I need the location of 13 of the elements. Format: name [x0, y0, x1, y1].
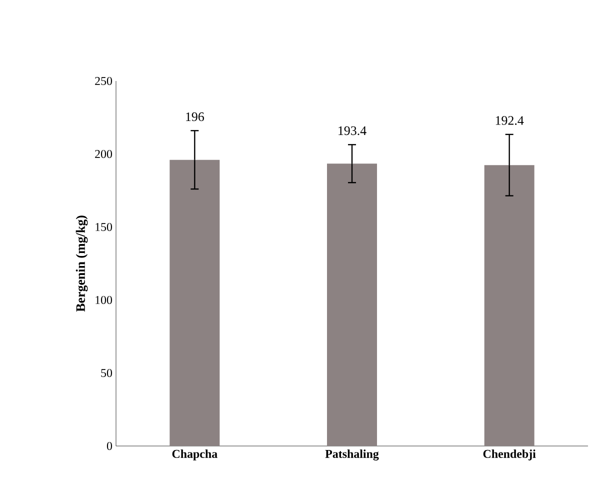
y-tick-label: 0 [106, 442, 112, 450]
y-tick-label: 100 [96, 296, 112, 304]
data-label: 196 [186, 112, 204, 122]
y-tick-label: 200 [95, 150, 112, 158]
data-label: 193.4 [338, 126, 366, 136]
y-tick-label: 150 [96, 222, 112, 232]
x-tick-label: Chapcha [172, 450, 218, 460]
y-axis-title: Bergenin (mg/kg) [76, 216, 88, 312]
x-tick-label: Chendebji [483, 450, 536, 460]
data-label: 192.4 [496, 116, 524, 125]
x-tick-label: Patshaling [325, 450, 379, 460]
y-tick-label: 250 [95, 76, 112, 86]
y-tick-label: 50 [101, 368, 112, 378]
